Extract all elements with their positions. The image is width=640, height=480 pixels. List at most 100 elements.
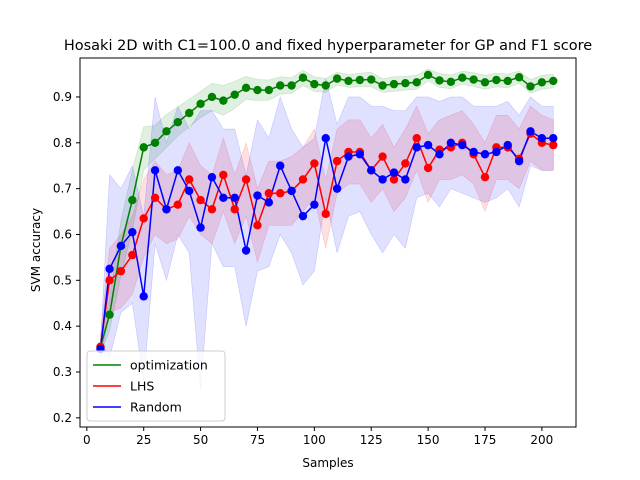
optimization-data-point [332, 74, 342, 83]
x-tick-label: 125 [360, 433, 383, 447]
lhs-data-point [185, 175, 194, 184]
random-data-point [480, 150, 490, 159]
optimization-data-point [253, 85, 262, 95]
optimization-data-point [480, 78, 490, 87]
y-tick-label: 0.4 [53, 319, 72, 333]
optimization-data-point [230, 90, 239, 99]
optimization-data-point [435, 76, 444, 85]
random-data-point [264, 198, 274, 207]
optimization-data-point [298, 73, 308, 82]
random-data-point [526, 127, 535, 136]
lhs-data-point [173, 200, 183, 209]
random-data-point [389, 168, 399, 177]
lhs-data-point [150, 193, 160, 203]
random-data-point [321, 134, 330, 143]
y-tick-label: 0.2 [53, 411, 72, 425]
lhs-data-point [241, 175, 251, 184]
optimization-data-point [423, 70, 433, 80]
x-tick-label: 175 [474, 433, 497, 447]
random-data-point [378, 175, 387, 184]
random-data-point [219, 193, 228, 203]
random-data-point [355, 150, 365, 159]
optimization-data-point [389, 79, 399, 89]
optimization-data-point [469, 75, 478, 84]
optimization-data-point [276, 81, 285, 90]
random-data-point [173, 166, 183, 175]
random-data-point [310, 200, 319, 209]
confidence-bands [100, 68, 554, 391]
legend-label-random: Random [130, 400, 182, 415]
random-data-point [469, 147, 478, 157]
random-data-point [332, 184, 342, 193]
plot-frame [79, 57, 577, 428]
y-tick-label: 0.8 [53, 136, 72, 150]
y-tick-label: 0.3 [53, 365, 72, 379]
optimization-data-point [401, 79, 410, 88]
x-tick-label: 150 [417, 433, 440, 447]
x-axis: 0 25 50 75 100 125 150 175 200 [83, 427, 553, 447]
lhs-data-point [401, 159, 410, 168]
optimization-data-point [185, 108, 194, 118]
series-points [96, 70, 558, 354]
optimization-data-point [537, 78, 547, 87]
optimization-data-point [219, 96, 228, 105]
lhs-data-point [321, 209, 330, 219]
lhs-data-point [310, 159, 319, 168]
lhs-data-point [116, 266, 126, 276]
random-data-point [503, 140, 512, 150]
random-data-point [412, 143, 421, 152]
lhs-data-point [253, 221, 262, 230]
lhs-data-point [264, 189, 274, 198]
random-data-point [139, 292, 148, 301]
optimization-data-point [514, 73, 524, 82]
y-tick-label: 0.6 [53, 227, 72, 241]
optimization-data-point [150, 138, 160, 148]
random-data-point [150, 166, 160, 175]
optimization-data-point [196, 99, 205, 109]
lhs-data-point [207, 205, 217, 214]
lhs-confidence-band [100, 105, 554, 359]
y-axis-label: SVM accuracy [29, 208, 43, 292]
optimization-data-point [367, 75, 376, 84]
optimization-data-point [355, 75, 365, 85]
optimization-data-point [139, 143, 148, 152]
lhs-data-point [128, 250, 137, 260]
lhs-data-point [378, 152, 387, 161]
optimization-data-point [310, 79, 319, 89]
chart-title: Hosaki 2D with C1=100.0 and fixed hyperp… [64, 38, 592, 54]
random-data-point [185, 186, 194, 196]
random-data-point [105, 264, 114, 274]
lhs-data-point [196, 195, 205, 205]
optimization-data-point [105, 310, 114, 319]
optimization-data-point [173, 117, 183, 127]
lhs-data-point [139, 214, 148, 223]
random-data-point [423, 140, 433, 150]
x-tick-label: 0 [83, 433, 91, 447]
lhs-data-point [219, 170, 228, 180]
x-tick-label: 25 [136, 433, 151, 447]
lhs-data-point [412, 134, 421, 143]
random-data-point [287, 186, 296, 196]
x-axis-label: Samples [302, 456, 353, 470]
legend-box [86, 350, 226, 422]
random-data-point [298, 211, 308, 221]
optimization-data-point [503, 76, 512, 86]
random-data-point [401, 175, 410, 184]
legend: optimization LHS Random [86, 350, 226, 422]
optimization-data-point [128, 195, 137, 205]
optimization-data-point [526, 82, 535, 91]
lhs-data-point [423, 163, 433, 173]
lhs-data-point [298, 175, 308, 184]
optimization-data-point [378, 81, 387, 90]
random-data-point [435, 150, 444, 159]
lhs-data-point [480, 172, 490, 182]
optimization-data-point [241, 83, 251, 92]
y-tick-label: 0.5 [53, 273, 72, 287]
optimization-data-point [412, 78, 421, 87]
random-data-point [514, 156, 524, 166]
legend-label-lhs: LHS [130, 379, 154, 394]
optimization-data-point [446, 77, 456, 87]
optimization-confidence-band [100, 68, 554, 354]
x-tick-label: 75 [250, 433, 265, 447]
